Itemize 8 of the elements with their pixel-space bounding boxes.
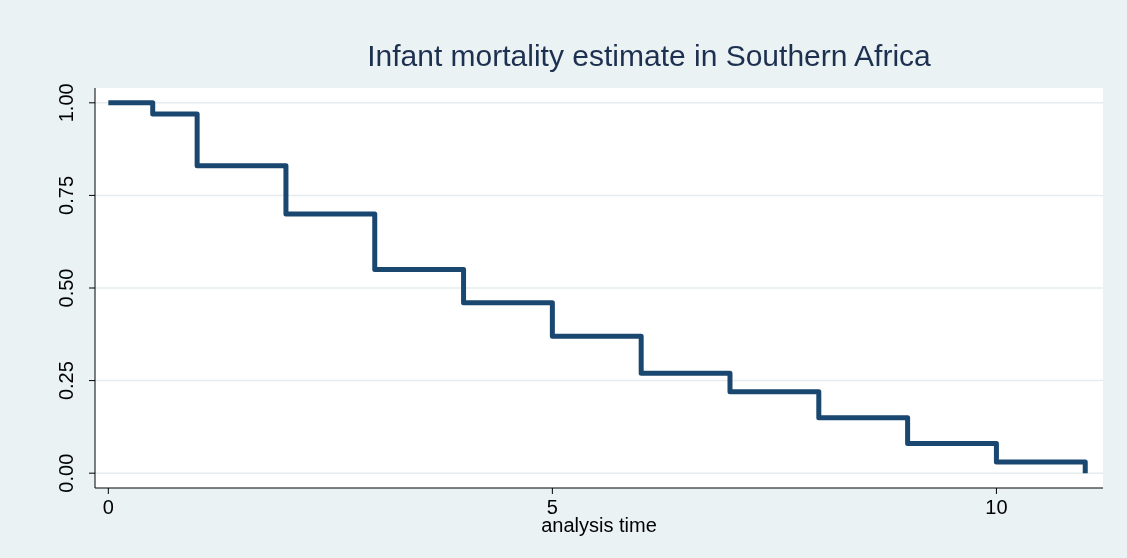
y-tick-label: 1.00 [55, 83, 77, 123]
y-tick-label: 0.50 [55, 268, 77, 308]
y-tick-label: 0.75 [55, 175, 77, 215]
chart-title: Infant mortality estimate in Southern Africa [367, 39, 932, 72]
x-tick-label: 10 [985, 496, 1008, 518]
y-tick-label: 0.00 [55, 453, 77, 493]
y-tick-label: 0.25 [55, 361, 77, 401]
x-tick-label: 0 [102, 496, 114, 518]
